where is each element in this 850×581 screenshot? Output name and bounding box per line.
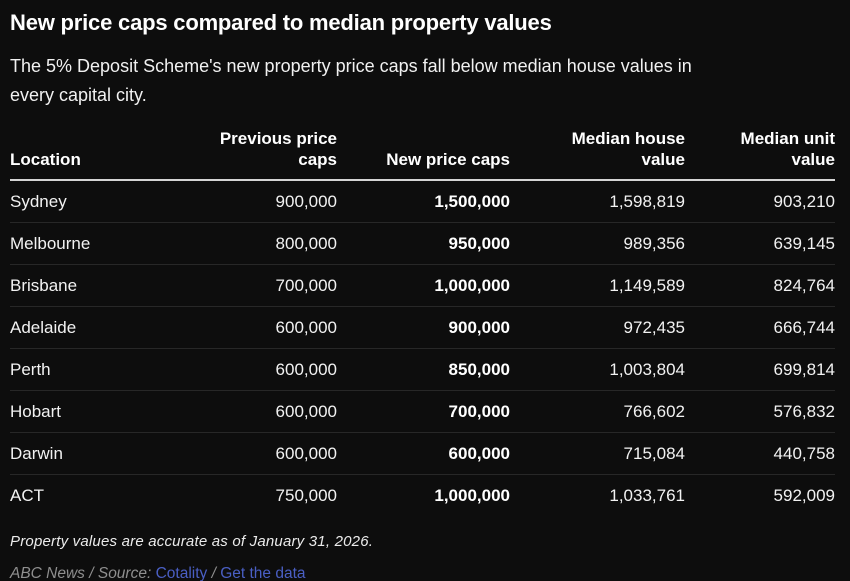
header-median-unit-value: Median unit value (685, 127, 835, 182)
value-cell: 989,356 (510, 222, 685, 266)
value-cell: 900,000 (337, 306, 510, 350)
value-cell: 600,000 (170, 348, 337, 392)
location-cell: Brisbane (10, 264, 170, 308)
location-cell: Perth (10, 348, 170, 392)
table-row: Melbourne 800,000 950,000 989,356 639,145 (10, 222, 835, 266)
table-header: Location Previous price caps New price c… (10, 127, 835, 182)
table-body: Sydney 900,000 1,500,000 1,598,819 903,210 Me… (10, 180, 835, 516)
location-cell: Hobart (10, 390, 170, 434)
table-row: Adelaide 600,000 900,000 972,435 666,744 (10, 306, 835, 350)
attribution: ABC News / Source: Cotality / Get the da… (10, 565, 835, 581)
value-cell: 766,602 (510, 390, 685, 434)
value-cell: 600,000 (170, 432, 337, 476)
header-previous-price-caps: Previous price caps (170, 127, 337, 182)
value-cell: 1,033,761 (609, 486, 685, 506)
header-location: Location (10, 127, 170, 182)
value-cell: 1,598,819 (510, 180, 685, 224)
value-cell: 700,000 (170, 264, 337, 308)
value-cell: 666,744 (685, 306, 835, 350)
value-cell: 576,832 (685, 390, 835, 434)
value-cell: 600,000 (170, 390, 337, 434)
header-median-house-value: Median house value (510, 127, 685, 182)
attribution-prefix: ABC News / Source: (10, 565, 156, 581)
header-previous-price-caps-label: Previous price caps (219, 128, 337, 170)
header-location-label: Location (10, 150, 81, 170)
location-cell: Sydney (10, 180, 170, 224)
value-cell: 600,000 (170, 306, 337, 350)
header-row: Location Previous price caps New price c… (10, 127, 835, 182)
value-cell: 750,000 (275, 486, 337, 506)
header-new-price-caps: New price caps (337, 127, 510, 182)
value-cell: 600,000 (337, 432, 510, 476)
value-cell: 972,435 (510, 306, 685, 350)
page-title: New price caps compared to median proper… (10, 10, 552, 35)
source-link[interactable]: Cotality (155, 565, 208, 581)
table-row: Hobart 600,000 700,000 766,602 576,832 (10, 390, 835, 434)
location-cell: Melbourne (10, 222, 170, 266)
subtitle: The 5% Deposit Scheme's new property pri… (10, 52, 835, 110)
value-cell: 800,000 (170, 222, 337, 266)
header-new-price-caps-label: New price caps (386, 150, 510, 170)
table-row: Brisbane 700,000 1,000,000 1,149,589 824,764 (10, 264, 835, 308)
value-cell: 903,210 (685, 180, 835, 224)
table-row: ACT 750,000 1,000,000 1,033,761 592,009 (10, 475, 835, 517)
value-cell: 850,000 (337, 348, 510, 392)
get-the-data-link[interactable]: Get the data (220, 565, 306, 581)
location-cell: Adelaide (10, 306, 170, 350)
location-cell: ACT (10, 486, 44, 506)
value-cell: 700,000 (337, 390, 510, 434)
value-cell: 1,003,804 (510, 348, 685, 392)
value-cell: 440,758 (685, 432, 835, 476)
header-median-unit-value-label: Median unit value (740, 128, 835, 170)
value-cell: 1,000,000 (434, 486, 510, 506)
value-cell: 592,009 (773, 486, 835, 506)
location-cell: Darwin (10, 432, 170, 476)
value-cell: 639,145 (685, 222, 835, 266)
table-row: Sydney 900,000 1,500,000 1,598,819 903,210 (10, 180, 835, 224)
value-cell: 900,000 (170, 180, 337, 224)
price-caps-table: Location Previous price caps New price c… (10, 127, 835, 517)
value-cell: 715,084 (510, 432, 685, 476)
subtitle-line-2: every capital city. (10, 85, 147, 106)
table-row: Darwin 600,000 600,000 715,084 440,758 (10, 432, 835, 476)
value-cell: 950,000 (337, 222, 510, 266)
value-cell: 824,764 (685, 264, 835, 308)
footnote: Property values are accurate as of Janua… (10, 533, 374, 551)
header-median-house-value-label: Median house value (571, 128, 685, 170)
subtitle-line-1: The 5% Deposit Scheme's new property pri… (10, 56, 692, 77)
value-cell: 1,000,000 (337, 264, 510, 308)
value-cell: 1,500,000 (337, 180, 510, 224)
attribution-separator: / (207, 565, 221, 581)
value-cell: 1,149,589 (510, 264, 685, 308)
value-cell: 699,814 (685, 348, 835, 392)
table-row: Perth 600,000 850,000 1,003,804 699,814 (10, 348, 835, 392)
